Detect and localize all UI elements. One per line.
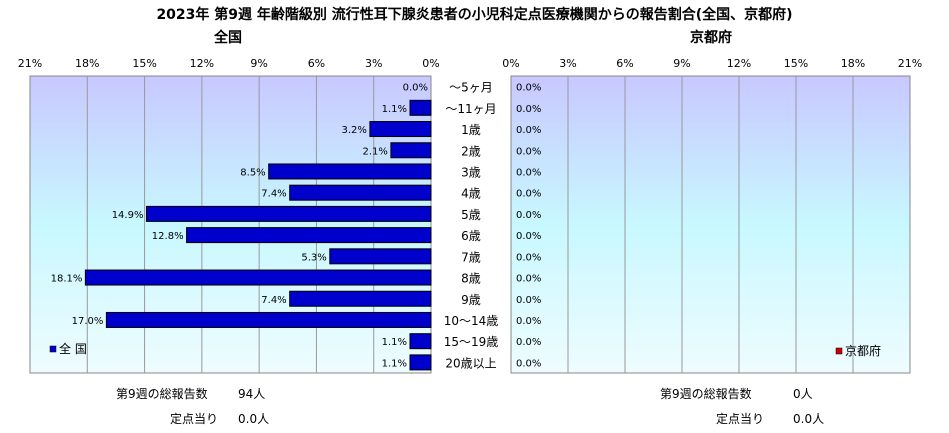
national-per-site-value: 0.0人: [238, 412, 270, 426]
kyoto-data-label: 0.0%: [516, 104, 541, 115]
kyoto-x-tick-label: 9%: [673, 57, 690, 70]
kyoto-data-label: 0.0%: [516, 125, 541, 136]
national-bar: [289, 184, 432, 201]
kyoto-data-label: 0.0%: [516, 252, 541, 263]
category-label: 5歳: [461, 208, 481, 222]
national-total-value: 94人: [238, 387, 266, 401]
national-legend-swatch: [49, 345, 57, 353]
kyoto-data-label: 0.0%: [516, 146, 541, 157]
national-bar: [289, 290, 432, 307]
kyoto-x-tick-label: 6%: [616, 57, 633, 70]
national-data-label: 1.1%: [382, 337, 407, 348]
category-label: 9歳: [461, 293, 481, 307]
national-x-tick-label: 12%: [190, 57, 214, 70]
kyoto-per-site-value: 0.0人: [793, 412, 825, 426]
category-label: 20歳以上: [445, 356, 496, 370]
national-bar: [105, 311, 432, 328]
kyoto-data-label: 0.0%: [516, 83, 541, 94]
category-label: 7歳: [461, 250, 481, 264]
national-bar: [409, 354, 432, 371]
kyoto-x-tick-label: 21%: [898, 57, 922, 70]
national-total-label: 第9週の総報告数: [116, 387, 208, 401]
kyoto-data-label: 0.0%: [516, 189, 541, 200]
national-data-label: 5.3%: [301, 252, 326, 263]
national-data-label: 0.0%: [403, 83, 428, 94]
kyoto-data-label: 0.0%: [516, 295, 541, 306]
national-data-label: 12.8%: [152, 231, 184, 242]
national-per-site-label: 定点当り: [170, 412, 219, 426]
kyoto-x-tick-label: 12%: [727, 57, 751, 70]
national-data-label: 1.1%: [382, 104, 407, 115]
national-x-tick-label: 21%: [18, 57, 42, 70]
kyoto-total-value: 0人: [793, 387, 813, 401]
category-label: 15～19歳: [444, 335, 499, 349]
panel-title-national: 全国: [214, 30, 242, 46]
panel-title-kyoto: 京都府: [690, 30, 732, 46]
category-label: 8歳: [461, 272, 481, 286]
national-x-tick-label: 15%: [132, 57, 156, 70]
national-x-tick-label: 0%: [422, 57, 439, 70]
national-data-label: 17.0%: [72, 316, 104, 327]
category-label: 6歳: [461, 229, 481, 243]
national-bar: [329, 248, 432, 265]
national-x-tick-label: 6%: [308, 57, 325, 70]
kyoto-total-label: 第9週の総報告数: [660, 387, 752, 401]
national-bar: [409, 333, 432, 350]
category-label: 4歳: [461, 187, 481, 201]
national-legend-label: 全 国: [59, 341, 87, 356]
chart-title: 2023年 第9週 年齢階級別 流行性耳下腺炎患者の小児科定点医療機関からの報告…: [156, 7, 793, 23]
national-data-label: 18.1%: [51, 274, 83, 285]
national-data-label: 7.4%: [261, 189, 286, 200]
national-bar: [409, 99, 432, 116]
category-label: ～11ヶ月: [445, 102, 496, 116]
national-bar: [268, 163, 432, 180]
kyoto-legend-swatch: [835, 347, 843, 355]
kyoto-plot-background: [510, 75, 911, 374]
category-label: ～5ヶ月: [449, 81, 493, 95]
kyoto-data-label: 0.0%: [516, 274, 541, 285]
national-x-tick-label: 18%: [75, 57, 99, 70]
kyoto-data-label: 0.0%: [516, 167, 541, 178]
kyoto-x-tick-label: 3%: [559, 57, 576, 70]
kyoto-data-label: 0.0%: [516, 337, 541, 348]
kyoto-data-label: 0.0%: [516, 231, 541, 242]
national-bar: [390, 142, 432, 159]
kyoto-data-label: 0.0%: [516, 210, 541, 221]
national-bar: [369, 121, 432, 138]
category-label: 2歳: [461, 144, 481, 158]
kyoto-per-site-label: 定点当り: [716, 412, 765, 426]
national-data-label: 1.1%: [382, 358, 407, 369]
category-label: 1歳: [461, 123, 481, 137]
national-bar: [145, 205, 432, 222]
national-bar: [186, 227, 432, 244]
national-data-label: 14.9%: [112, 210, 144, 221]
category-label: 3歳: [461, 165, 481, 179]
national-plot-background: [29, 75, 432, 374]
national-x-tick-label: 9%: [250, 57, 267, 70]
national-data-label: 3.2%: [341, 125, 366, 136]
national-x-tick-label: 3%: [365, 57, 382, 70]
national-bar: [84, 269, 432, 286]
kyoto-x-tick-label: 0%: [502, 57, 519, 70]
kyoto-x-tick-label: 18%: [841, 57, 865, 70]
kyoto-data-label: 0.0%: [516, 316, 541, 327]
national-data-label: 8.5%: [240, 167, 265, 178]
kyoto-legend-label: 京都府: [845, 343, 881, 358]
kyoto-x-tick-label: 15%: [784, 57, 808, 70]
kyoto-data-label: 0.0%: [516, 358, 541, 369]
national-data-label: 7.4%: [261, 295, 286, 306]
national-data-label: 2.1%: [362, 146, 387, 157]
category-label: 10～14歳: [444, 314, 499, 328]
